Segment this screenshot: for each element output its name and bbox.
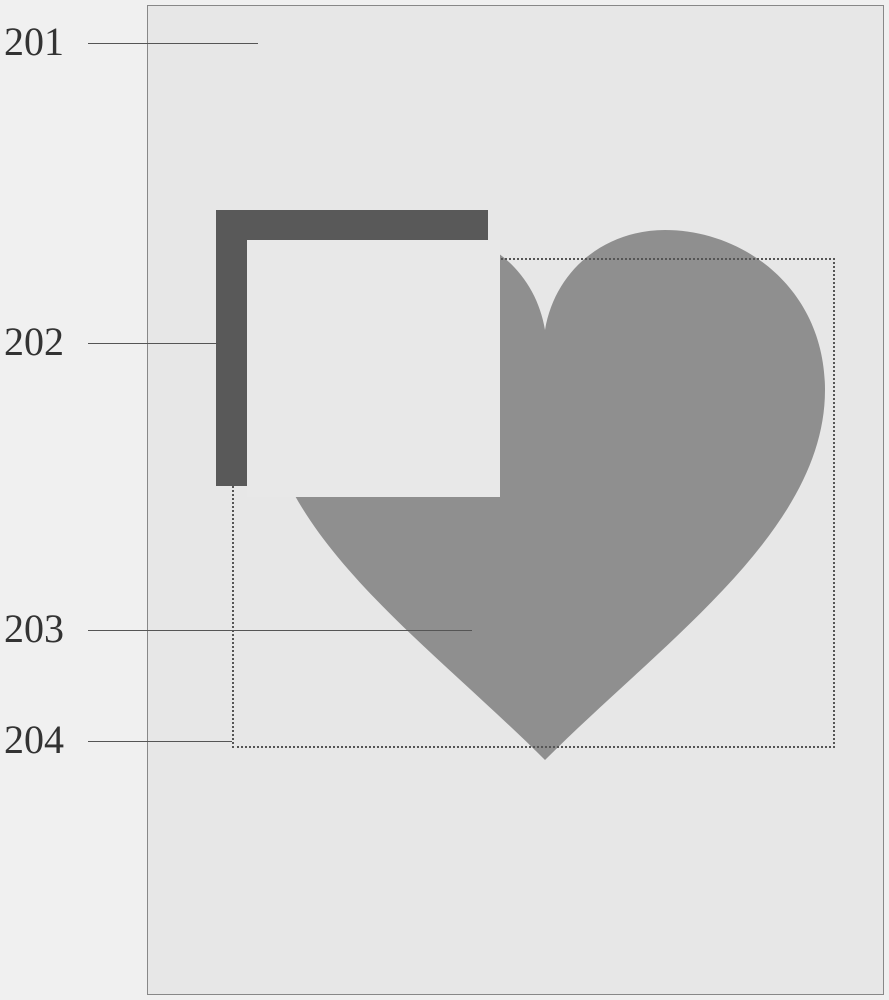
label-204: 204 [4, 716, 64, 763]
leader-201 [88, 43, 258, 44]
leader-202 [88, 343, 218, 344]
label-203: 203 [4, 605, 64, 652]
leader-204 [88, 741, 232, 742]
label-202: 202 [4, 318, 64, 365]
leader-203 [88, 630, 472, 631]
label-201: 201 [4, 18, 64, 65]
light-rectangle [247, 240, 500, 497]
